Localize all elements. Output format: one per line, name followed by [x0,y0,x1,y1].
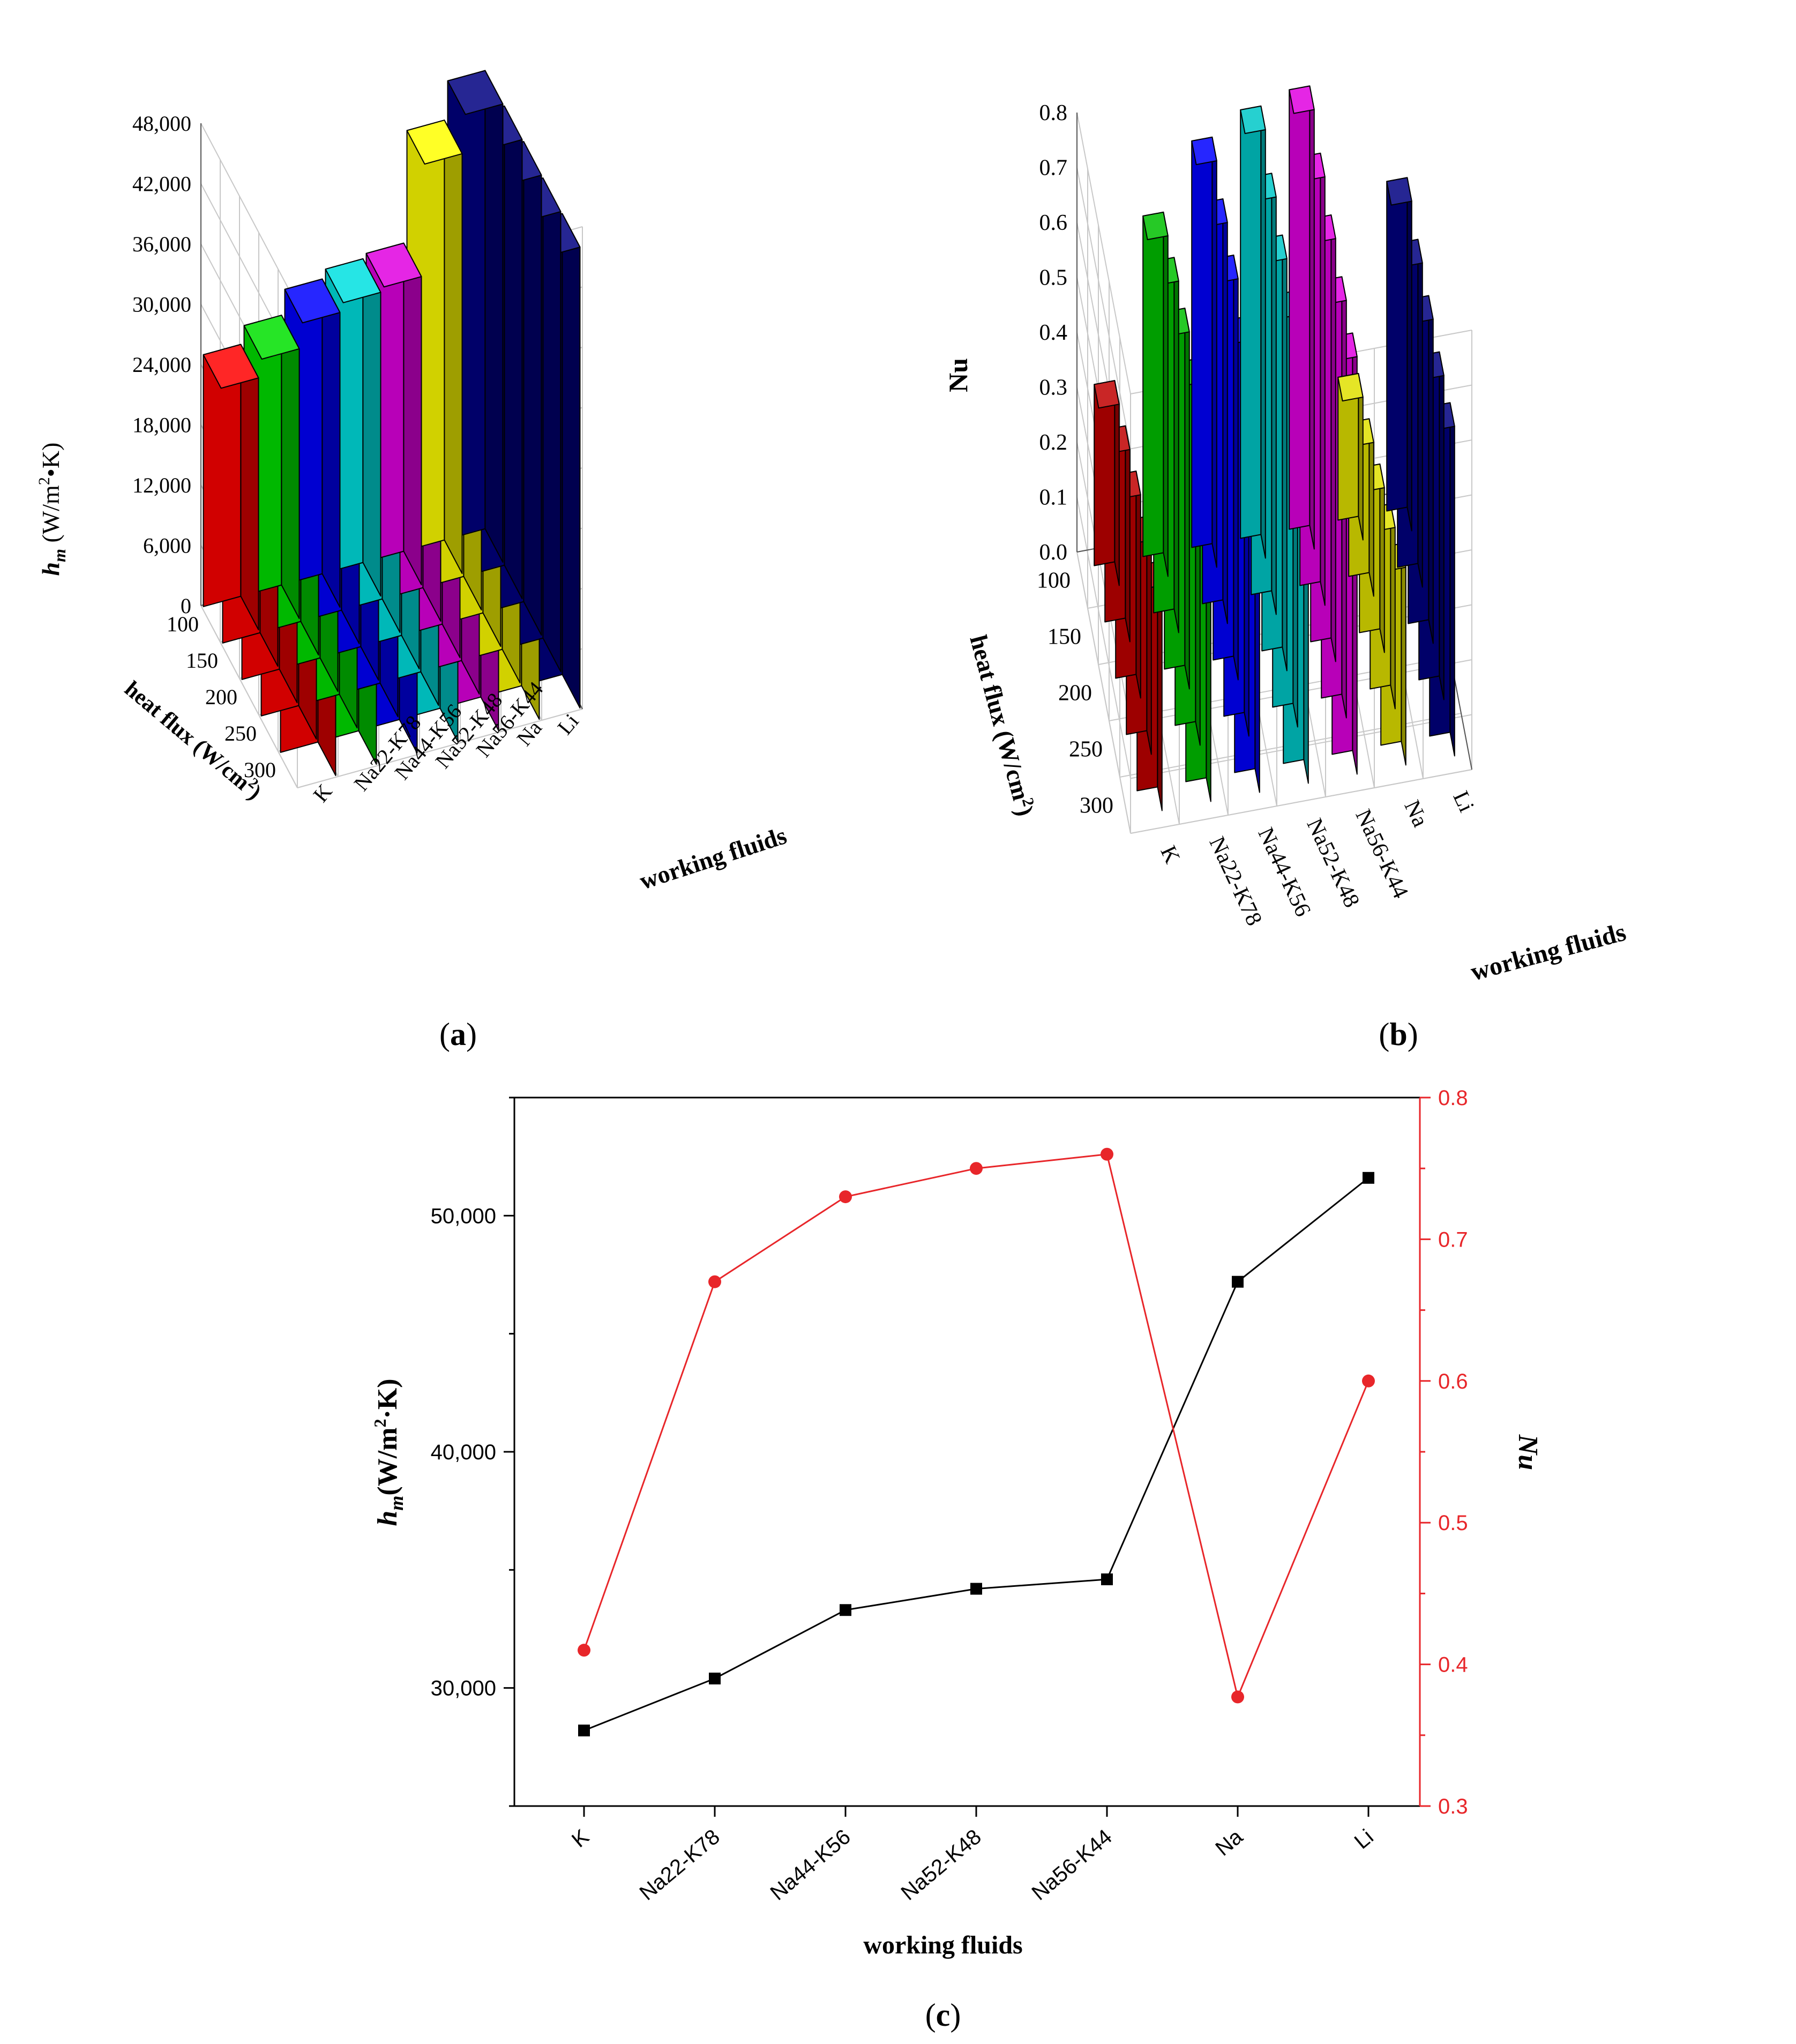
z-tick-label: 0.0 [1039,540,1068,565]
panel-b-x-axis-title: working fluids [1468,917,1629,986]
point-Nu-Li [1362,1374,1375,1387]
point-h_m-K [578,1724,590,1736]
x-tick-label: Na56-K44 [1028,1825,1117,1905]
left-tick-label: 40,000 [431,1441,496,1464]
point-Nu-Na [1231,1690,1244,1704]
category-tick-label: Na56-K44 [1350,805,1413,902]
point-Nu-Na44-K56 [839,1190,852,1204]
panel-a-3d-bar-chart: 0 6,000 12,000 18,000 24,000 30,000 36,000 42,0… [35,70,790,1052]
panel-c-x-axis: K Na22-K78 Na44-K56 Na52-K48 Na56-K44 Na Li [567,1806,1378,1905]
category-tick-label: K [1155,842,1185,867]
panel-a-label: (a) [439,1017,477,1052]
right-tick-label: 0.5 [1438,1511,1468,1535]
panel-b-label: (b) [1379,1017,1418,1052]
bar-Na-100 [1337,372,1364,541]
z-tick-label: 18,000 [132,413,191,437]
panel-c-right-axis-title: Nu [1513,1434,1543,1470]
point-h_m-Na52-K48 [970,1583,982,1595]
point-h_m-Na56-K44 [1101,1573,1113,1585]
point-h_m-Li [1363,1172,1374,1184]
z-tick-label: 0.3 [1039,376,1068,400]
panel-c-left-axis: 30,000 40,000 50,000 [431,1096,514,1807]
heat-flux-tick-label: 100 [167,612,199,636]
point-h_m-Na44-K56 [840,1604,851,1616]
bar-K-100 [1094,380,1120,586]
z-tick-label: 6,000 [143,534,191,558]
bar-Na44-K56-100 [1191,136,1217,568]
left-tick-label: 30,000 [431,1677,496,1700]
panel-c-dual-axis-line-chart: 30,000 40,000 50,000 0.3 0.4 0.5 0.6 0.7 0.8 K N… [370,1086,1543,2033]
panel-a-bars [203,70,581,777]
bar-Na-100 [406,120,463,575]
panel-c-left-axis-title: hm(W/m2·K) [370,1378,407,1526]
z-tick-label: 12,000 [132,473,191,497]
category-tick-label: Li [552,709,583,739]
heat-flux-tick-label: 300 [1080,794,1113,818]
right-tick-label: 0.4 [1438,1653,1468,1677]
x-tick-label: Na22-K78 [635,1825,724,1905]
bar-K-100 [203,344,259,631]
heat-flux-tick-label: 250 [224,721,257,745]
z-tick-label: 0.4 [1039,320,1068,345]
right-tick-label: 0.7 [1438,1228,1468,1251]
left-tick-label: 50,000 [431,1204,496,1228]
z-tick-label: 42,000 [132,172,191,196]
panel-a-x-axis-title: working fluids [636,822,790,895]
heat-flux-tick-label: 200 [205,685,237,709]
heat-flux-tick-label: 150 [186,648,218,673]
category-tick-label: Li [1448,787,1478,816]
z-tick-label: 30,000 [132,293,191,317]
panel-b-bars [1094,85,1455,811]
x-tick-label: K [567,1825,594,1852]
heat-flux-tick-label: 150 [1047,625,1081,650]
z-tick-label: 0 [181,594,191,618]
bar-Na22-K78-100 [1142,211,1169,577]
right-tick-label: 0.3 [1438,1795,1468,1818]
z-tick-label: 0.5 [1039,266,1068,290]
right-tick-label: 0.6 [1438,1370,1468,1393]
panel-b-z-axis-title: Nu [943,358,973,392]
point-h_m-Na [1232,1275,1244,1288]
z-tick-label: 0.1 [1039,486,1068,510]
point-Nu-Na22-K78 [708,1275,721,1288]
z-tick-label: 0.6 [1039,211,1068,235]
category-tick-label: Na52-K48 [1301,815,1364,911]
panel-a-z-axis-title: hm (W/m2•K) [35,443,69,576]
heat-flux-tick-label: 300 [244,758,276,782]
z-tick-label: 48,000 [132,111,191,136]
panel-c-label: (c) [925,1997,961,2033]
x-tick-label: Li [1350,1825,1378,1854]
panel-b-y-axis-title: heat flux (W/cm2) [964,632,1039,819]
heat-flux-tick-label: 100 [1037,569,1071,593]
right-tick-label: 0.8 [1438,1086,1468,1110]
point-Nu-K [578,1644,590,1657]
panel-c-x-axis-title: working fluids [863,1931,1022,1959]
panel-c-right-axis: 0.3 0.4 0.5 0.6 0.7 0.8 [1419,1086,1468,1818]
series-line-Nu [583,1153,1370,1700]
z-tick-label: 0.8 [1039,101,1068,125]
point-Nu-Na52-K48 [970,1162,983,1175]
z-tick-label: 0.2 [1039,430,1068,455]
panel-b-3d-bar-chart: 0.0 0.1 0.2 0.3 0.4 0.5 0.6 0.7 0.8 100 150 200 250 3… [943,85,1629,1052]
x-tick-label: Na44-K56 [766,1825,855,1905]
z-tick-label: 36,000 [132,232,191,256]
heat-flux-tick-label: 200 [1058,681,1092,706]
series-line-h_m [583,1177,1369,1732]
bar-Na52-K48-100 [1240,105,1266,559]
x-tick-label: Na52-K48 [897,1825,986,1905]
point-Nu-Na56-K44 [1101,1147,1113,1161]
bar-Na56-K44-100 [1289,85,1315,550]
panel-c-series [578,1147,1375,1736]
z-tick-label: 24,000 [132,353,191,377]
bar-Li-100 [1386,177,1412,532]
category-tick-label: Na [1399,796,1433,831]
category-tick-label: Na22-K78 [1204,833,1267,929]
point-h_m-Na22-K78 [709,1673,721,1685]
x-tick-label: Na [1211,1825,1247,1861]
heat-flux-tick-label: 250 [1069,737,1103,762]
panel-c-plot-frame [513,1096,1421,1807]
z-tick-label: 0.7 [1039,156,1068,181]
category-tick-label: Na44-K56 [1253,824,1315,920]
